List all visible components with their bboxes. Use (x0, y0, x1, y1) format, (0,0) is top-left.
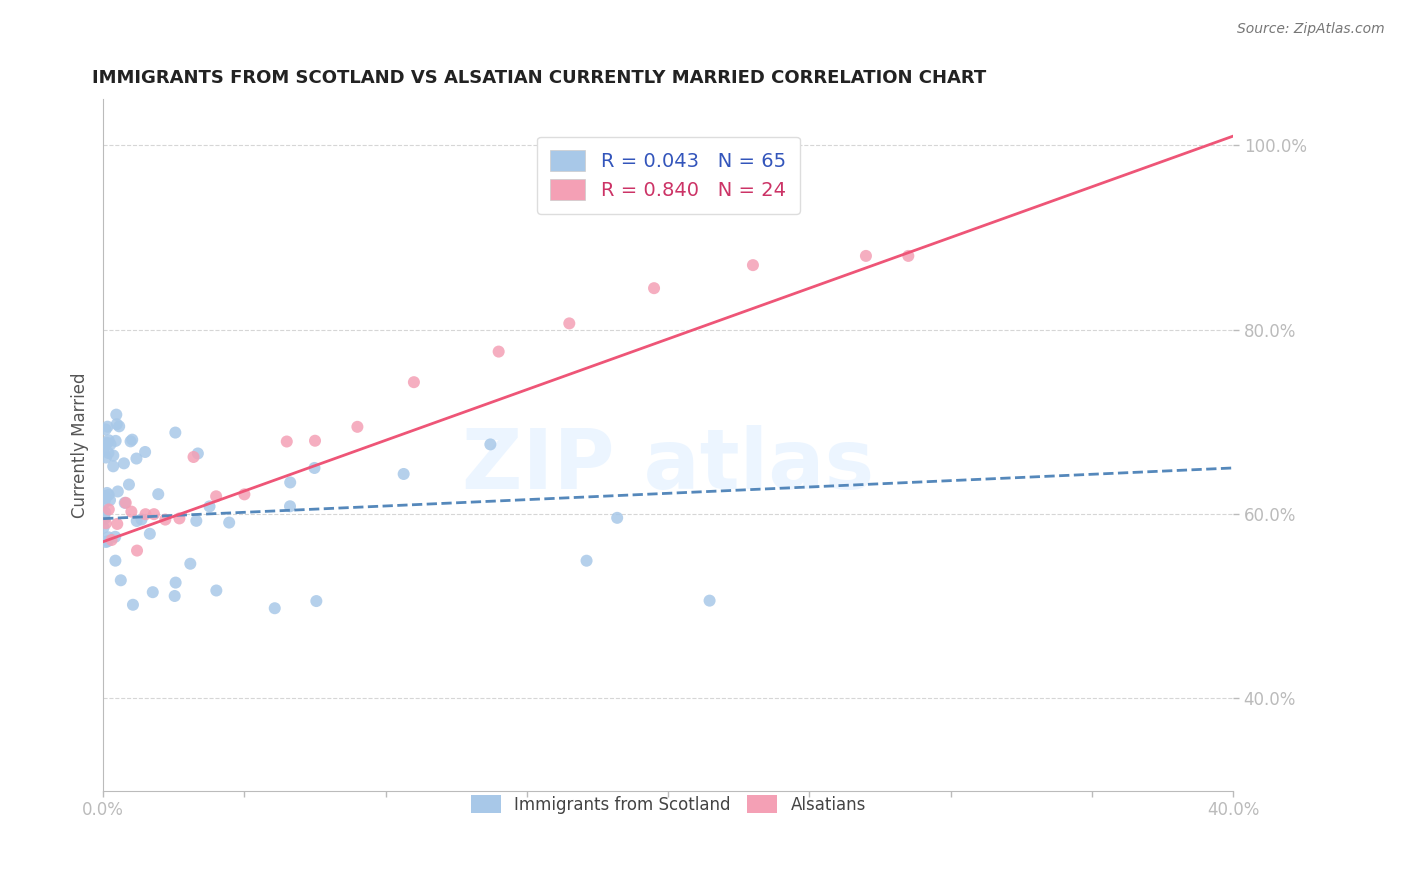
Point (94, 506, 117, 520)
Point (97, 488, 120, 502)
Point (100, 437, 122, 451)
Point (93, 520, 115, 534)
Point (134, 445, 156, 459)
Point (165, 575, 187, 590)
Point (558, 317, 581, 331)
Point (186, 514, 208, 528)
Point (114, 496, 136, 510)
Point (276, 434, 298, 449)
Point (114, 496, 136, 510)
Point (110, 574, 132, 588)
Point (104, 434, 127, 448)
Point (105, 417, 128, 432)
Point (143, 507, 166, 521)
Point (96, 486, 118, 500)
Point (125, 451, 148, 466)
Point (131, 512, 153, 526)
Point (118, 477, 141, 491)
Point (93, 510, 115, 524)
Point (97, 433, 120, 447)
Point (179, 557, 201, 571)
Point (94, 422, 117, 436)
Point (346, 419, 368, 434)
Point (97, 534, 120, 549)
Point (575, 554, 598, 568)
Point (198, 500, 221, 514)
Point (97, 530, 120, 544)
Point (278, 500, 301, 514)
Point (103, 449, 125, 463)
Point (93, 489, 115, 503)
Point (169, 511, 191, 525)
Point (187, 446, 209, 460)
Point (139, 526, 162, 541)
Point (897, 249, 920, 263)
Point (304, 461, 326, 475)
Point (107, 484, 129, 499)
Point (97, 446, 120, 460)
Point (165, 425, 187, 440)
Point (94, 516, 117, 531)
Point (218, 516, 240, 530)
Point (97, 502, 120, 516)
Point (94, 491, 117, 505)
Point (125, 543, 148, 558)
Point (94, 450, 117, 465)
Point (488, 344, 510, 359)
Text: IMMIGRANTS FROM SCOTLAND VS ALSATIAN CURRENTLY MARRIED CORRELATION CHART: IMMIGRANTS FROM SCOTLAND VS ALSATIAN CUR… (91, 69, 986, 87)
Point (304, 434, 326, 448)
Point (94, 535, 117, 549)
Point (233, 487, 256, 501)
Point (104, 530, 127, 544)
Point (93, 496, 115, 510)
Point (93, 508, 115, 523)
Point (96, 435, 118, 450)
Point (108, 419, 131, 434)
Point (205, 489, 228, 503)
Point (96, 436, 118, 450)
Text: Source: ZipAtlas.com: Source: ZipAtlas.com (1237, 22, 1385, 37)
Point (96, 419, 118, 434)
Point (392, 467, 415, 481)
Point (104, 554, 127, 568)
Point (98, 493, 121, 508)
Point (134, 507, 156, 521)
Point (100, 533, 122, 547)
Point (112, 456, 135, 470)
Point (105, 516, 128, 531)
Point (120, 505, 142, 519)
Point (699, 593, 721, 607)
Point (163, 589, 186, 603)
Point (105, 408, 128, 422)
Text: ZIP atlas: ZIP atlas (463, 425, 875, 506)
Point (155, 513, 177, 527)
Point (742, 258, 765, 272)
Point (643, 281, 665, 295)
Point (278, 475, 301, 490)
Point (121, 433, 143, 447)
Point (263, 601, 285, 615)
Point (94, 511, 117, 525)
Point (855, 249, 877, 263)
Y-axis label: Currently Married: Currently Married (72, 372, 89, 517)
Point (148, 487, 170, 501)
Point (305, 594, 328, 608)
Point (402, 375, 425, 389)
Point (183, 450, 205, 464)
Point (103, 459, 125, 474)
Point (122, 598, 145, 612)
Legend: Immigrants from Scotland, Alsatians: Immigrants from Scotland, Alsatians (461, 785, 876, 823)
Point (120, 434, 142, 449)
Point (91, 442, 114, 457)
Point (479, 437, 502, 451)
Point (142, 585, 165, 599)
Point (125, 514, 148, 528)
Point (606, 511, 628, 525)
Point (205, 583, 228, 598)
